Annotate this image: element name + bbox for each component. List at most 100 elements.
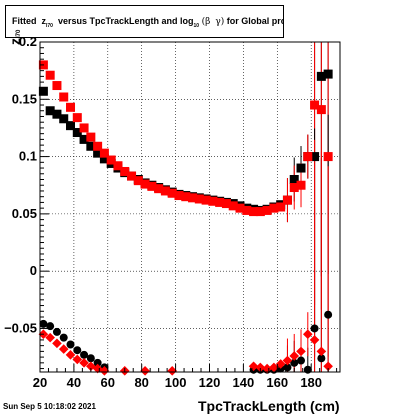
x-tick-label: 20	[33, 375, 47, 390]
data-point-square	[127, 171, 137, 181]
data-point-square	[52, 109, 62, 119]
data-point-circle	[93, 358, 102, 367]
data-point-square	[66, 102, 76, 112]
x-tick-label: 180	[300, 375, 322, 390]
data-point-square	[66, 121, 76, 131]
x-axis-label: TpcTrackLength (cm)	[198, 398, 340, 414]
data-point-square	[181, 192, 191, 202]
data-point-square	[316, 105, 326, 115]
data-point-diamond	[262, 363, 272, 374]
y-axis-label-sub: I70	[16, 29, 22, 38]
title-paren-open: (	[201, 17, 206, 27]
data-point-diamond	[255, 362, 266, 373]
title-paren-close: )	[220, 17, 225, 27]
title-var-sub: I70	[46, 23, 53, 29]
data-point-square	[221, 199, 231, 209]
data-point-square	[194, 194, 204, 204]
data-point-square	[276, 202, 286, 212]
data-point-diamond	[316, 346, 327, 357]
data-point-square	[79, 134, 89, 144]
data-point-square	[99, 148, 109, 158]
title-suffix: for Global proton	[226, 16, 283, 26]
data-point-square	[215, 197, 225, 207]
x-tick-label: 80	[134, 375, 148, 390]
data-point-circle	[80, 350, 89, 359]
data-point-circle	[86, 354, 95, 363]
data-point-diamond	[79, 358, 89, 368]
title-beta: β	[205, 17, 211, 27]
data-point-diamond	[302, 329, 313, 339]
data-point-square	[160, 186, 170, 196]
data-point-square	[140, 179, 150, 189]
y-axis-label-text: z	[7, 38, 23, 45]
data-point-diamond	[248, 361, 259, 372]
data-point-diamond	[72, 354, 83, 365]
y-tick-label: 0.15	[12, 91, 37, 106]
data-point-diamond	[269, 362, 279, 373]
data-point-square	[106, 155, 116, 165]
data-point-circle	[73, 346, 82, 355]
x-tick-label: 40	[67, 375, 81, 390]
data-point-square	[120, 166, 130, 176]
error-bars	[286, 42, 329, 372]
data-point-square	[38, 86, 48, 96]
title-log-sub: 10	[193, 23, 200, 29]
data-point-square	[45, 70, 55, 80]
grid-lines	[39, 41, 340, 372]
x-tick-label: 60	[101, 375, 115, 390]
data-point-square	[255, 207, 265, 217]
y-tick-label: 0.05	[12, 206, 37, 221]
data-point-square	[228, 201, 238, 211]
data-point-square	[282, 195, 292, 205]
y-tick-label: 0	[30, 263, 37, 278]
data-point-square	[113, 161, 123, 171]
data-point-circle	[39, 319, 48, 328]
data-point-square	[45, 106, 55, 116]
data-point-circle	[46, 322, 55, 331]
data-point-circle	[66, 340, 75, 349]
data-point-circle	[303, 365, 312, 374]
data-point-square	[188, 193, 198, 203]
x-tick-label: 140	[233, 375, 255, 390]
data-point-square	[86, 141, 96, 151]
data-point-circle	[317, 354, 326, 363]
data-point-diamond	[282, 355, 293, 366]
data-point-square	[72, 128, 82, 138]
data-point-square	[52, 81, 62, 91]
data-point-diamond	[323, 361, 333, 372]
x-tick-label: 120	[199, 375, 221, 390]
data-point-circle	[324, 310, 333, 319]
data-point-square	[323, 69, 333, 79]
data-point-square	[79, 123, 89, 133]
data-point-square	[289, 183, 299, 193]
data-point-square	[167, 188, 177, 198]
data-point-square	[208, 196, 218, 206]
data-point-circle	[310, 324, 319, 333]
data-point-square	[93, 141, 103, 151]
data-point-circle	[290, 358, 299, 367]
title-prefix: Fitted	[12, 16, 37, 26]
data-point-square	[147, 181, 157, 191]
data-point-square	[133, 176, 143, 186]
data-point-square	[262, 205, 272, 215]
data-point-square	[296, 163, 306, 173]
data-points	[38, 60, 333, 376]
plot-frame	[39, 41, 341, 373]
data-point-square	[269, 203, 279, 213]
data-point-circle	[52, 327, 61, 336]
data-point-square	[289, 175, 299, 184]
chart-title: Fitted zI70 versus TpcTrackLength and lo…	[5, 5, 284, 38]
timestamp-footer: Sun Sep 5 10:18:02 2021	[3, 402, 96, 411]
y-tick-label: −0.05	[4, 320, 37, 335]
data-point-diamond	[275, 359, 286, 369]
data-point-diamond	[296, 346, 306, 357]
data-point-circle	[59, 333, 68, 342]
data-point-square	[174, 191, 184, 201]
title-var: z	[41, 16, 47, 26]
data-point-diamond	[58, 344, 69, 354]
data-point-square	[310, 100, 320, 110]
data-point-diamond	[65, 350, 76, 360]
data-point-diamond	[45, 332, 55, 343]
data-point-square	[242, 205, 252, 215]
